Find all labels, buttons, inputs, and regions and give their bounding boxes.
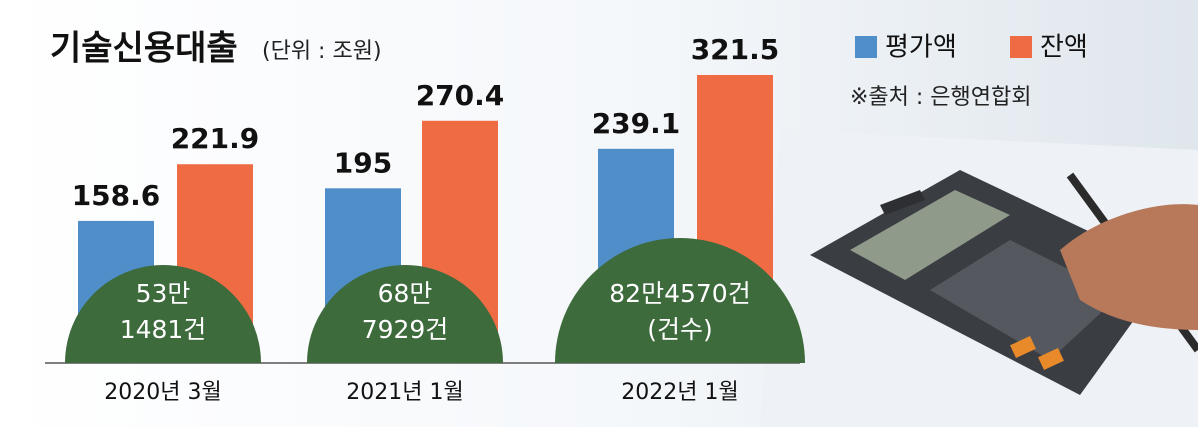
legend-swatch	[855, 36, 877, 58]
count-label: 1481건	[120, 315, 207, 344]
count-label: 82만4570건	[609, 279, 750, 308]
value-label: 270.4	[416, 79, 505, 112]
count-label: (건수)	[647, 315, 713, 344]
count-semicircle	[555, 238, 805, 363]
count-label: 53만	[136, 279, 191, 308]
count-semicircle	[65, 265, 261, 363]
value-label: 195	[334, 146, 392, 179]
count-label: 7929건	[362, 315, 449, 344]
value-label: 158.6	[72, 179, 161, 212]
value-label: 221.9	[171, 122, 260, 155]
unit-label: (단위 : 조원)	[262, 39, 382, 64]
count-semicircle	[307, 265, 503, 363]
legend-label: 잔액	[1040, 33, 1088, 63]
x-tick-label: 2021년 1월	[346, 380, 463, 405]
count-label: 68만	[378, 279, 433, 308]
legend-swatch	[1010, 36, 1032, 58]
source-note: ※출처 : 은행연합회	[850, 85, 1032, 110]
chart-title: 기술신용대출	[50, 29, 238, 69]
value-label: 321.5	[691, 33, 780, 66]
x-tick-label: 2020년 3월	[104, 380, 221, 405]
x-tick-label: 2022년 1월	[621, 380, 738, 405]
calculator-illustration	[760, 130, 1198, 427]
legend-label: 평가액	[885, 33, 957, 63]
value-label: 239.1	[592, 107, 681, 140]
